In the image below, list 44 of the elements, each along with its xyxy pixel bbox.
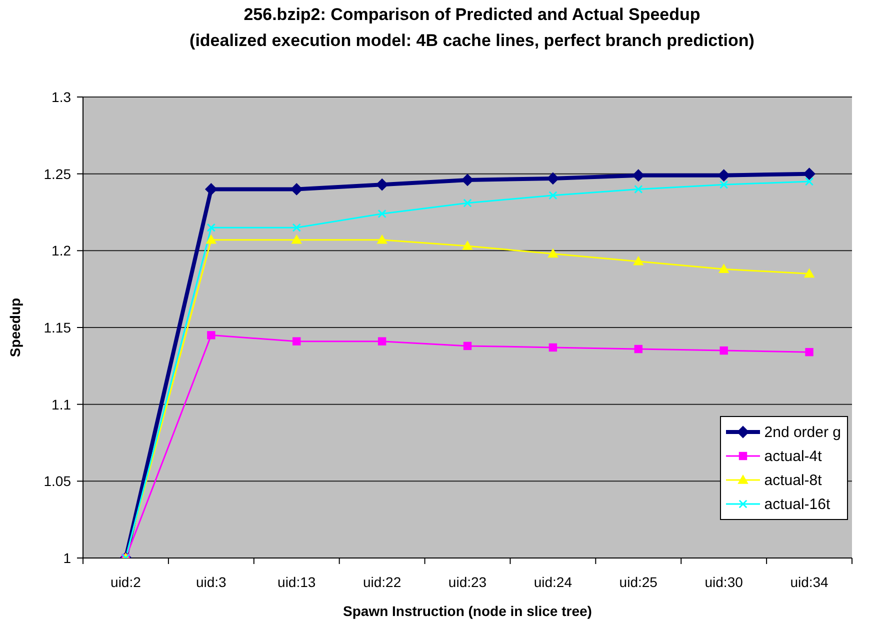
y-tick-label: 1 (63, 550, 72, 566)
x-tick-label: uid:30 (704, 574, 744, 590)
point (377, 234, 388, 244)
point (718, 169, 730, 182)
x-tick-label: uid:34 (790, 574, 829, 590)
x-tick-label: uid:3 (196, 574, 227, 590)
y-tick-label: 1.3 (52, 88, 72, 105)
y-axis-title: Speedup (7, 298, 23, 358)
legend-label: 2nd order g (764, 424, 841, 440)
point (378, 337, 386, 346)
point (634, 344, 642, 354)
point (463, 342, 472, 350)
legend-label: actual-16t (764, 496, 830, 512)
point (462, 241, 472, 250)
point (720, 346, 728, 355)
chart-title: 256.bzip2: Comparison of Predicted and Actual Speedup (242, 4, 702, 26)
x-tick-label: uid:24 (534, 574, 572, 590)
legend-label: actual-8t (764, 472, 822, 488)
point (206, 234, 216, 244)
point (718, 264, 729, 273)
point (462, 174, 474, 186)
y-tick-label: 1.1 (52, 396, 72, 412)
y-tick-label: 1.25 (44, 166, 72, 182)
point (632, 169, 644, 182)
x-tick-label: uid:2 (110, 574, 142, 590)
x-axis-title: Spawn Instruction (node in slice tree) (343, 603, 592, 619)
x-tick-label: uid:22 (362, 574, 402, 590)
y-tick-label: 1.15 (44, 319, 72, 336)
legend-label: actual-4t (764, 448, 822, 464)
point (207, 331, 216, 340)
x-tick-label: uid:25 (619, 574, 658, 590)
point (292, 337, 301, 346)
x-tick-label: uid:13 (278, 574, 316, 590)
point (633, 256, 644, 266)
y-tick-label: 1.05 (44, 473, 72, 490)
chart-subtitle: (idealized execution model: 4B cache lines, perfect branch prediction) (188, 30, 756, 52)
x-tick-label: uid:23 (448, 574, 487, 590)
point (548, 248, 558, 258)
point (376, 178, 388, 191)
point (292, 234, 302, 244)
point (804, 268, 814, 278)
point (548, 343, 558, 352)
point (805, 348, 814, 356)
y-tick-label: 1.2 (52, 242, 72, 259)
